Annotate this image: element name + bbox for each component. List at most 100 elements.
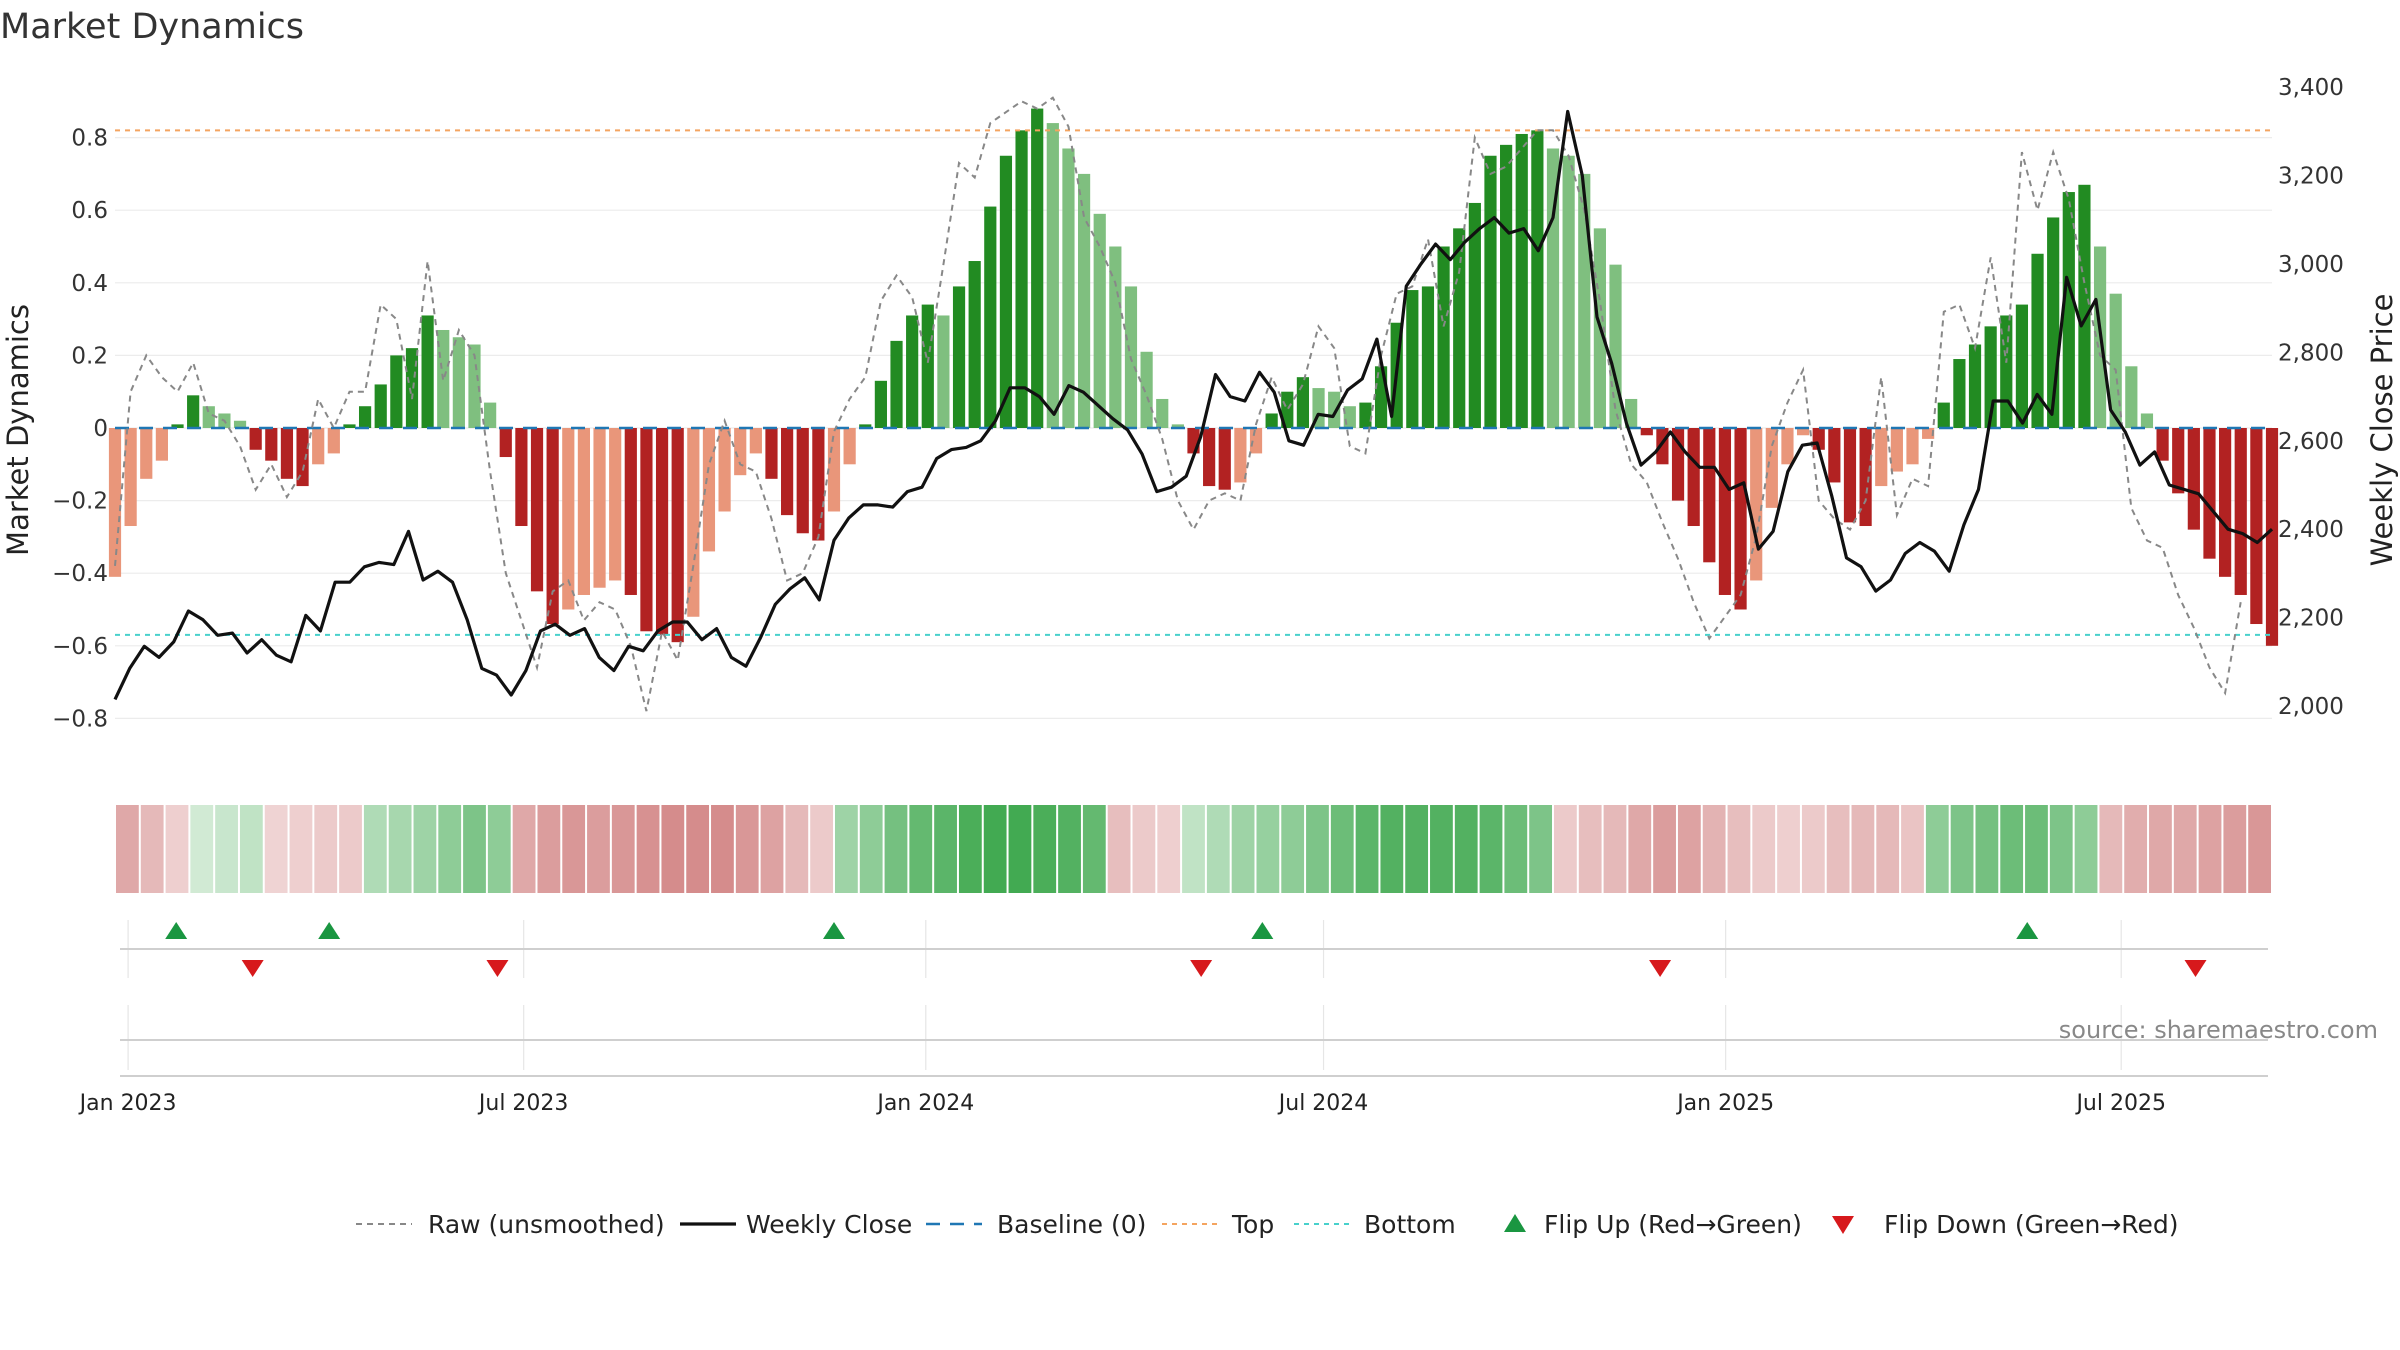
md-bar xyxy=(374,384,387,428)
heat-cell xyxy=(835,805,858,893)
md-bar xyxy=(358,406,372,428)
heat-cell xyxy=(810,805,833,893)
md-bar xyxy=(1718,428,1732,595)
heat-cell xyxy=(1826,805,1850,893)
md-bar xyxy=(827,428,841,512)
md-bar xyxy=(1140,351,1153,428)
market-dynamics-bars xyxy=(108,108,2279,646)
md-bar xyxy=(1734,428,1747,610)
md-bar xyxy=(2219,428,2232,577)
md-bar xyxy=(390,355,403,428)
heat-cell xyxy=(438,805,462,893)
heat-cell xyxy=(686,805,710,893)
right-axis-title: Weekly Close Price xyxy=(2365,294,2399,567)
legend-label: Raw (unsmoothed) xyxy=(428,1210,665,1239)
md-bar xyxy=(2125,366,2138,428)
md-bar xyxy=(1906,428,1919,465)
md-bar xyxy=(1421,286,1435,428)
heat-cell xyxy=(1008,805,1032,893)
md-bar xyxy=(515,428,528,527)
legend-item-bottom: Bottom xyxy=(1294,1210,1456,1239)
heatmap-strip xyxy=(116,805,2271,893)
heat-cell xyxy=(1231,805,1255,893)
heat-cell xyxy=(1975,805,1999,893)
heat-cell xyxy=(1182,805,1205,893)
heat-cell xyxy=(1454,805,1478,893)
heat-cell xyxy=(1702,805,1726,893)
left-y-axis: −0.8 −0.6 −0.4 −0.2 0 0.2 0.4 0.6 0.8 xyxy=(52,126,108,733)
heat-cell xyxy=(636,805,660,893)
md-bar xyxy=(765,428,778,479)
heat-cell xyxy=(884,805,908,893)
md-bar xyxy=(2265,428,2279,646)
right-tick-label: 3,000 xyxy=(2278,252,2344,278)
md-bar xyxy=(999,155,1013,428)
legend-swatch xyxy=(1504,1214,1526,1232)
heat-cell xyxy=(2223,805,2247,893)
heat-cell xyxy=(289,805,313,893)
heat-cell xyxy=(1901,805,1924,893)
heat-cell xyxy=(537,805,561,893)
md-bar xyxy=(796,428,809,534)
md-bar xyxy=(171,424,184,428)
heat-cell xyxy=(2149,805,2172,893)
heat-cell xyxy=(1529,805,1552,893)
heat-cell xyxy=(1727,805,1751,893)
legend-item-baseline: Baseline (0) xyxy=(926,1210,1146,1239)
md-bar xyxy=(1093,213,1106,428)
date-gridlines xyxy=(127,920,2122,1070)
md-bar xyxy=(1109,246,1122,428)
flip-up-marker xyxy=(823,922,845,939)
md-bar xyxy=(577,428,591,595)
md-bar xyxy=(1171,424,1184,428)
heat-cell xyxy=(165,805,189,893)
heat-cell xyxy=(388,805,412,893)
heat-cell xyxy=(190,805,214,893)
source-label: source: sharemaestro.com xyxy=(2059,1016,2378,1044)
md-bar xyxy=(1234,428,1247,483)
heat-cell xyxy=(711,805,734,893)
left-tick-label: −0.8 xyxy=(52,706,108,732)
heat-cell xyxy=(1306,805,1329,893)
md-bar xyxy=(1218,428,1231,490)
heat-cell xyxy=(2049,805,2073,893)
date-tick-label: Jan 2023 xyxy=(78,1091,177,1116)
md-bar xyxy=(1843,428,1857,523)
legend-label: Flip Down (Green→Red) xyxy=(1884,1210,2179,1239)
heat-cell xyxy=(859,805,883,893)
md-bar xyxy=(624,428,637,595)
md-bar xyxy=(1515,133,1528,428)
md-bar xyxy=(1562,155,1575,428)
heat-cell xyxy=(1330,805,1354,893)
md-bar xyxy=(2062,192,2075,428)
heat-cell xyxy=(215,805,238,893)
flip-up-marker xyxy=(2016,922,2039,939)
heat-cell xyxy=(463,805,486,893)
heat-cell xyxy=(909,805,933,893)
md-bar xyxy=(687,428,700,617)
md-bar xyxy=(937,315,950,428)
md-bar xyxy=(1781,428,1794,465)
flip-up-marker xyxy=(1251,922,1274,939)
md-bar xyxy=(562,428,575,610)
flip-down-marker xyxy=(486,960,509,977)
heat-cell xyxy=(413,805,437,893)
md-bar xyxy=(296,428,309,487)
md-bar xyxy=(640,428,653,632)
md-bar xyxy=(484,402,497,428)
heat-cell xyxy=(1628,805,1652,893)
legend-swatch xyxy=(1832,1216,1854,1234)
md-bar xyxy=(859,424,872,428)
heat-cell xyxy=(2074,805,2098,893)
heat-cell xyxy=(1256,805,1280,893)
heat-cell xyxy=(2099,805,2123,893)
heat-cell xyxy=(760,805,784,893)
heat-cell xyxy=(363,805,387,893)
heat-cell xyxy=(587,805,610,893)
md-bar xyxy=(593,428,606,588)
md-bar xyxy=(1453,228,1466,428)
md-bar xyxy=(1296,377,1310,428)
date-tick-label: Jan 2025 xyxy=(1675,1091,1774,1116)
md-bar xyxy=(1406,290,1419,428)
md-bar xyxy=(1625,398,1638,428)
